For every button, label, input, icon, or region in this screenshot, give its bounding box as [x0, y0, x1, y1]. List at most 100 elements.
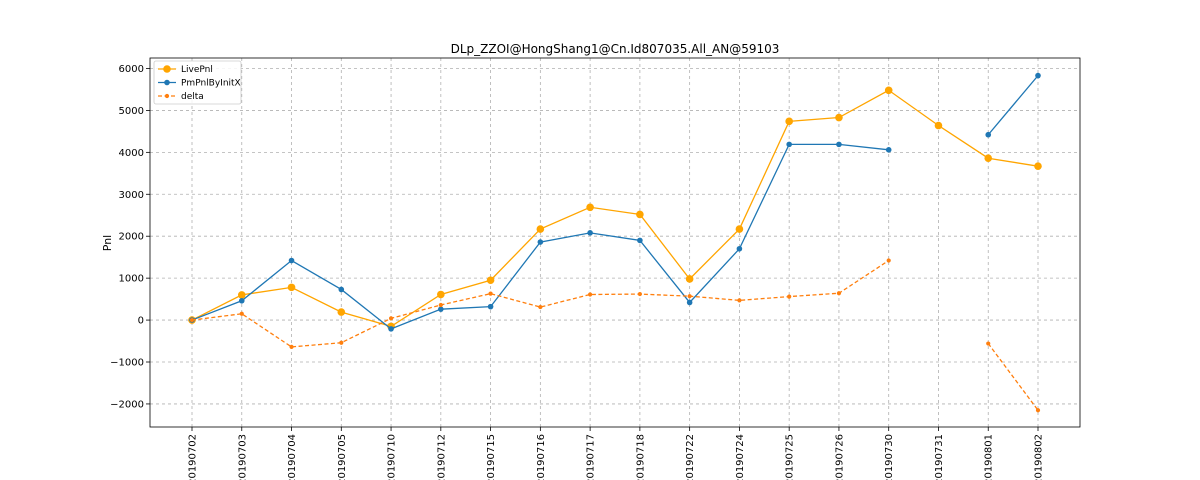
- data-point: [636, 210, 644, 219]
- data-point: [536, 225, 545, 233]
- data-point: [339, 340, 344, 345]
- data-point: [588, 292, 593, 297]
- data-point: [238, 297, 245, 304]
- data-point: [785, 117, 793, 126]
- data-point: [587, 230, 593, 236]
- y-axis-label: Pnl: [101, 235, 114, 251]
- data-point: [735, 225, 744, 233]
- series-PmPnlByInitX: [189, 72, 1041, 332]
- data-point: [686, 299, 693, 306]
- data-point: [338, 286, 345, 293]
- data-point: [836, 291, 842, 296]
- legend-marker: [163, 65, 171, 73]
- x-tick-label: 20190731: [934, 434, 945, 480]
- data-point: [189, 317, 195, 323]
- x-tick-label: 20190716: [536, 434, 547, 480]
- x-tick-label: 20190801: [984, 434, 995, 480]
- data-point: [687, 294, 692, 299]
- data-point: [637, 237, 643, 244]
- data-point: [736, 245, 743, 252]
- data-point: [388, 316, 394, 321]
- data-point: [885, 147, 892, 153]
- data-point: [1035, 72, 1041, 79]
- x-tick-label: 20190730: [884, 434, 895, 480]
- data-point: [787, 294, 792, 299]
- y-tick-label: −2000: [110, 399, 144, 410]
- legend: LivePnl PmPnlByInitX delta: [153, 60, 242, 105]
- chart-title: DLp_ZZOI@HongShang1@Cn.Id807035.All_AN@5…: [451, 42, 780, 56]
- data-point: [287, 283, 296, 292]
- data-point: [637, 291, 642, 297]
- data-point: [836, 141, 842, 148]
- data-point: [984, 154, 993, 163]
- data-point: [685, 275, 694, 283]
- data-point: [986, 341, 991, 346]
- x-tick-label: 20190710: [387, 434, 398, 480]
- data-point: [835, 113, 843, 122]
- y-tick-label: 2000: [119, 232, 144, 243]
- data-point: [488, 291, 493, 296]
- x-tick-label: 20190715: [486, 434, 497, 480]
- data-point: [884, 86, 893, 95]
- data-point: [1035, 408, 1041, 413]
- x-tick-label: 20190725: [785, 434, 796, 480]
- x-tick-label: 20190712: [436, 434, 447, 480]
- legend-label: delta: [181, 92, 204, 102]
- series-delta: [189, 258, 1041, 413]
- series-LivePnl: [188, 86, 1042, 331]
- data-point: [486, 276, 495, 285]
- y-tick-label: 4000: [119, 148, 144, 159]
- grid-lines: [150, 58, 1080, 427]
- y-tick-label: 1000: [119, 274, 144, 285]
- x-tick-label: 20190802: [1034, 434, 1045, 480]
- data-point: [239, 311, 244, 316]
- data-point: [288, 257, 295, 264]
- x-tick-label: 20190718: [635, 434, 646, 480]
- data-point: [438, 302, 443, 308]
- data-point: [985, 131, 992, 138]
- data-point: [537, 239, 544, 245]
- legend-label: LivePnl: [181, 65, 213, 75]
- x-tick-label: 20190703: [237, 434, 248, 480]
- data-point: [437, 290, 445, 299]
- data-point: [237, 291, 246, 299]
- data-point: [1034, 162, 1042, 170]
- x-tick-label: 20190726: [834, 434, 845, 480]
- x-tick-label: 20190717: [586, 434, 597, 480]
- data-point: [487, 303, 494, 310]
- y-axis: −2000 −1000 0 1000 2000 3000 4000 5000 6000: [110, 64, 150, 410]
- series-line: [191, 259, 890, 348]
- y-tick-label: 0: [138, 316, 144, 327]
- data-point: [886, 258, 891, 263]
- data-point: [538, 304, 543, 310]
- series-line: [987, 343, 1039, 411]
- series-layer: [188, 72, 1042, 413]
- data-point: [737, 298, 742, 303]
- x-tick-label: 20190702: [188, 434, 199, 480]
- x-tick-label: 20190724: [735, 434, 746, 480]
- legend-box: [153, 60, 242, 105]
- x-tick-label: 20190704: [287, 434, 298, 480]
- plot-area-frame: [149, 57, 1081, 428]
- x-tick-label: 20190705: [337, 434, 348, 480]
- data-point: [289, 344, 294, 350]
- y-tick-label: 5000: [119, 106, 144, 117]
- series-line: [191, 89, 1039, 328]
- data-point: [586, 203, 594, 212]
- y-tick-label: −1000: [110, 358, 144, 369]
- data-point: [388, 326, 394, 332]
- legend-label: PmPnlByInitX: [181, 79, 241, 89]
- y-tick-label: 3000: [119, 190, 144, 201]
- legend-marker: [164, 93, 170, 99]
- series-line: [987, 75, 1039, 136]
- data-point: [786, 141, 792, 148]
- data-point: [438, 306, 444, 312]
- x-axis: 20190702 20190703 20190704 20190705 20190710…: [188, 427, 1045, 480]
- legend-marker: [164, 79, 170, 86]
- x-tick-label: 20190722: [685, 434, 696, 480]
- data-point: [934, 121, 943, 130]
- y-tick-label: 6000: [119, 64, 144, 75]
- data-point: [337, 308, 346, 316]
